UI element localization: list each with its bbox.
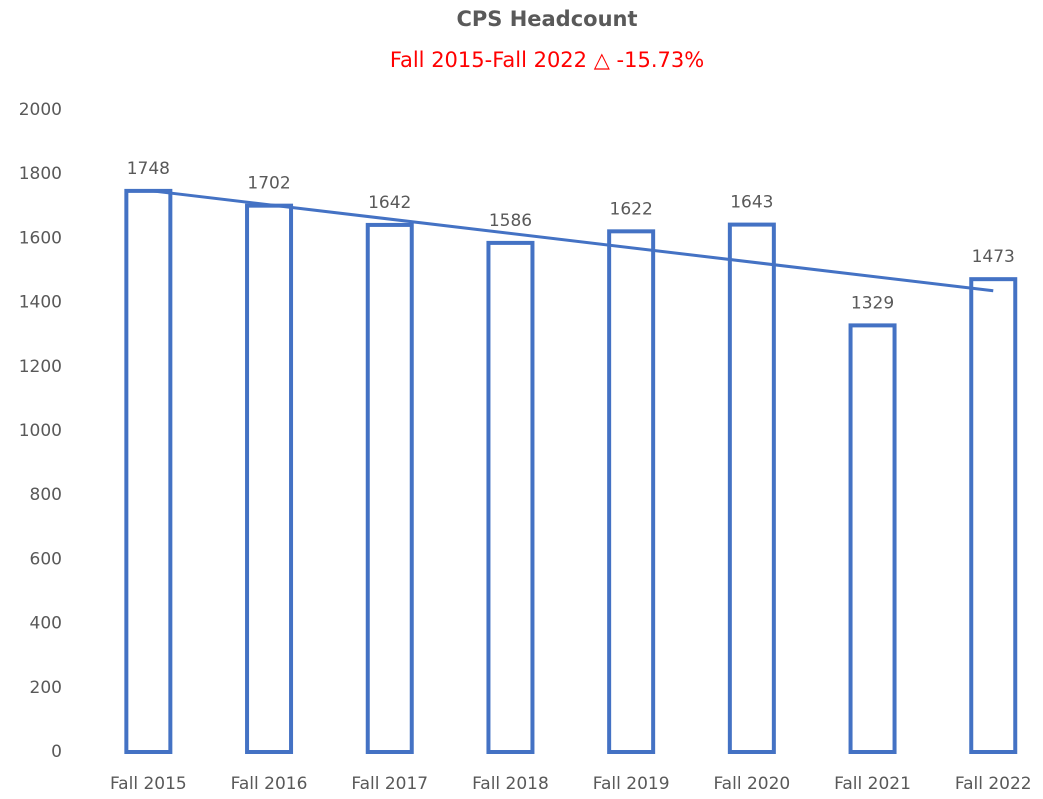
- chart-subtitle: Fall 2015-Fall 2022 △ -15.73%: [390, 48, 704, 72]
- y-tick-label: 0: [51, 742, 62, 762]
- y-tick-label: 1800: [19, 164, 62, 184]
- x-tick-label: Fall 2021: [834, 774, 911, 794]
- y-tick-label: 1600: [19, 228, 62, 248]
- x-tick-label: Fall 2020: [713, 774, 790, 794]
- x-tick-label: Fall 2019: [593, 774, 670, 794]
- y-tick-label: 2000: [19, 100, 62, 120]
- bar: [607, 229, 656, 754]
- trendline: [148, 188, 994, 293]
- bar: [969, 277, 1018, 754]
- value-label: 1748: [127, 159, 170, 179]
- y-tick-label: 1400: [19, 293, 62, 313]
- bar: [848, 323, 897, 754]
- value-label: 1473: [972, 247, 1015, 267]
- bar: [727, 222, 776, 755]
- y-tick-label: 800: [30, 485, 62, 505]
- x-tick-label: Fall 2017: [351, 774, 428, 794]
- value-label: 1702: [247, 174, 290, 194]
- bar: [245, 203, 294, 754]
- value-label: 1642: [368, 193, 411, 213]
- x-tick-label: Fall 2022: [955, 774, 1032, 794]
- y-tick-label: 1000: [19, 421, 62, 441]
- y-tick-label: 200: [30, 678, 62, 698]
- value-label: 1643: [730, 193, 773, 213]
- bar: [124, 188, 173, 754]
- y-tick-label: 600: [30, 549, 62, 569]
- y-tick-label: 1200: [19, 357, 62, 377]
- x-tick-label: Fall 2015: [110, 774, 187, 794]
- value-label: 1622: [610, 199, 653, 219]
- y-tick-label: 400: [30, 614, 62, 634]
- bar: [486, 240, 535, 754]
- value-label: 1586: [489, 211, 532, 231]
- chart-title: CPS Headcount: [456, 7, 637, 31]
- value-label: 1329: [851, 293, 894, 313]
- x-tick-label: Fall 2016: [231, 774, 308, 794]
- bar: [365, 222, 414, 754]
- x-tick-label: Fall 2018: [472, 774, 549, 794]
